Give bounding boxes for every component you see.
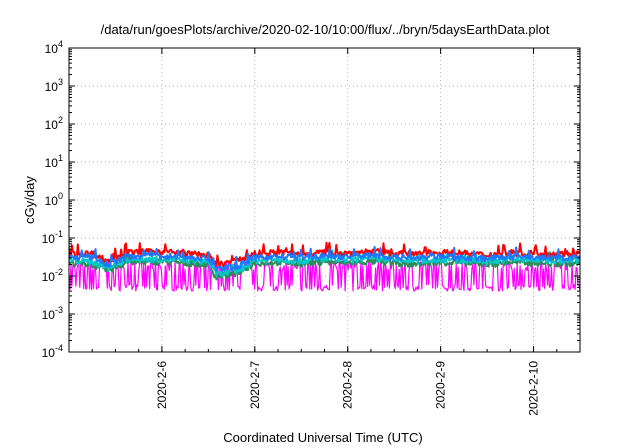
series-line xyxy=(69,249,580,278)
chart-title: /data/run/goesPlots/archive/2020-02-10/1… xyxy=(101,22,550,37)
y-tick-exponent: -3 xyxy=(55,305,63,315)
x-tick-label: 2020-2-9 xyxy=(434,361,448,409)
x-tick-label: 2020-2-7 xyxy=(248,361,262,409)
y-tick-exponent: 3 xyxy=(58,77,63,87)
y-tick-exponent: -4 xyxy=(55,343,63,353)
y-tick-exponent: 0 xyxy=(58,191,63,201)
x-tick-label: 2020-2-8 xyxy=(341,361,355,409)
x-axis: 2020-2-6 2020-2-7 2020-2-8 2020-2-9 2020-2-1… xyxy=(68,48,581,416)
y-tick-exponent: -1 xyxy=(55,229,63,239)
y-axis-label: cGy/day xyxy=(22,176,37,224)
y-tick-exponent: 1 xyxy=(58,153,63,163)
x-tick-label: 2020-2-6 xyxy=(155,361,169,409)
series-line xyxy=(69,245,580,273)
series-line xyxy=(69,241,580,268)
plot-area xyxy=(69,241,580,292)
x-axis-label: Coordinated Universal Time (UTC) xyxy=(223,430,422,445)
x-tick-label: 2020-2-10 xyxy=(527,361,541,416)
y-tick-exponent: 2 xyxy=(58,115,63,125)
y-tick-exponent: 4 xyxy=(58,39,63,49)
y-tick-exponent: -2 xyxy=(55,267,63,277)
grid xyxy=(69,48,580,352)
